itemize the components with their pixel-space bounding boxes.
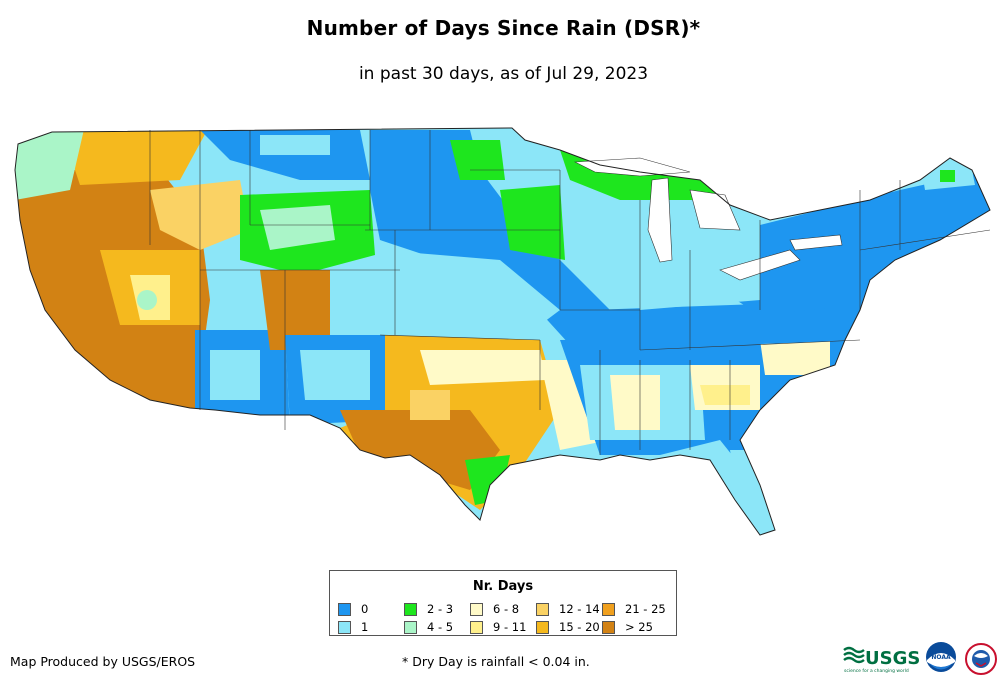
legend-swatch <box>338 620 351 634</box>
legend-swatch <box>536 620 549 634</box>
legend-item-2: 2 - 3 <box>404 601 470 617</box>
legend-label: 12 - 14 <box>559 602 600 616</box>
legend-label: 1 <box>361 620 369 634</box>
legend-item-7: 15 - 20 <box>536 619 602 635</box>
usgs-tagline: science for a changing world <box>844 668 909 674</box>
agency-logos: USGS science for a changing world NOAA <box>843 642 997 675</box>
great-lakes <box>573 157 843 281</box>
legend-title: Nr. Days <box>472 579 534 594</box>
legend-item-3: 4 - 5 <box>404 619 470 635</box>
producer-credit: Map Produced by USGS/EROS <box>10 654 196 669</box>
usgs-logo: USGS science for a changing world <box>843 646 920 674</box>
legend-item-0: 0 <box>338 601 404 617</box>
legend-swatch <box>470 602 483 616</box>
legend-swatch <box>602 602 615 616</box>
legend-label: 6 - 8 <box>493 602 520 616</box>
legend-item-6: 12 - 14 <box>536 601 602 617</box>
legend-item-8: 21 - 25 <box>602 601 668 617</box>
map-title: Number of Days Since Rain (DSR)* <box>306 16 701 40</box>
usgs-wave-icon <box>843 646 865 664</box>
legend-swatch <box>536 602 549 616</box>
legend-label: 4 - 5 <box>427 620 454 634</box>
legend-label: 9 - 11 <box>493 620 527 634</box>
legend-item-5: 9 - 11 <box>470 619 536 635</box>
legend-label: 0 <box>361 602 369 616</box>
us-dsr-map <box>14 127 991 536</box>
legend: Nr. Days 0 1 2 - 3 4 - 5 6 - 8 9 - 11 12 <box>329 570 677 636</box>
legend-item-9: > 25 <box>602 619 668 635</box>
legend-label: 2 - 3 <box>427 602 454 616</box>
map-subtitle: in past 30 days, as of Jul 29, 2023 <box>358 64 649 84</box>
dry-day-note: * Dry Day is rainfall < 0.04 in. <box>402 654 590 669</box>
legend-item-4: 6 - 8 <box>470 601 536 617</box>
legend-label: 21 - 25 <box>625 602 666 616</box>
legend-swatch <box>602 620 615 634</box>
nws-logo <box>965 643 997 675</box>
map-colored-regions <box>15 128 990 535</box>
noaa-wordmark: NOAA <box>931 654 951 661</box>
usgs-wordmark: USGS <box>865 648 920 669</box>
legend-label: 15 - 20 <box>559 620 600 634</box>
legend-grid: 0 1 2 - 3 4 - 5 6 - 8 9 - 11 12 - 14 15 <box>338 601 672 635</box>
legend-item-1: 1 <box>338 619 404 635</box>
legend-swatch <box>404 620 417 634</box>
legend-swatch <box>338 602 351 616</box>
legend-swatch <box>470 620 483 634</box>
us-outline <box>14 127 991 536</box>
noaa-logo: NOAA <box>926 642 956 672</box>
legend-label: > 25 <box>625 620 653 634</box>
state-borders <box>149 130 991 455</box>
legend-swatch <box>404 602 417 616</box>
